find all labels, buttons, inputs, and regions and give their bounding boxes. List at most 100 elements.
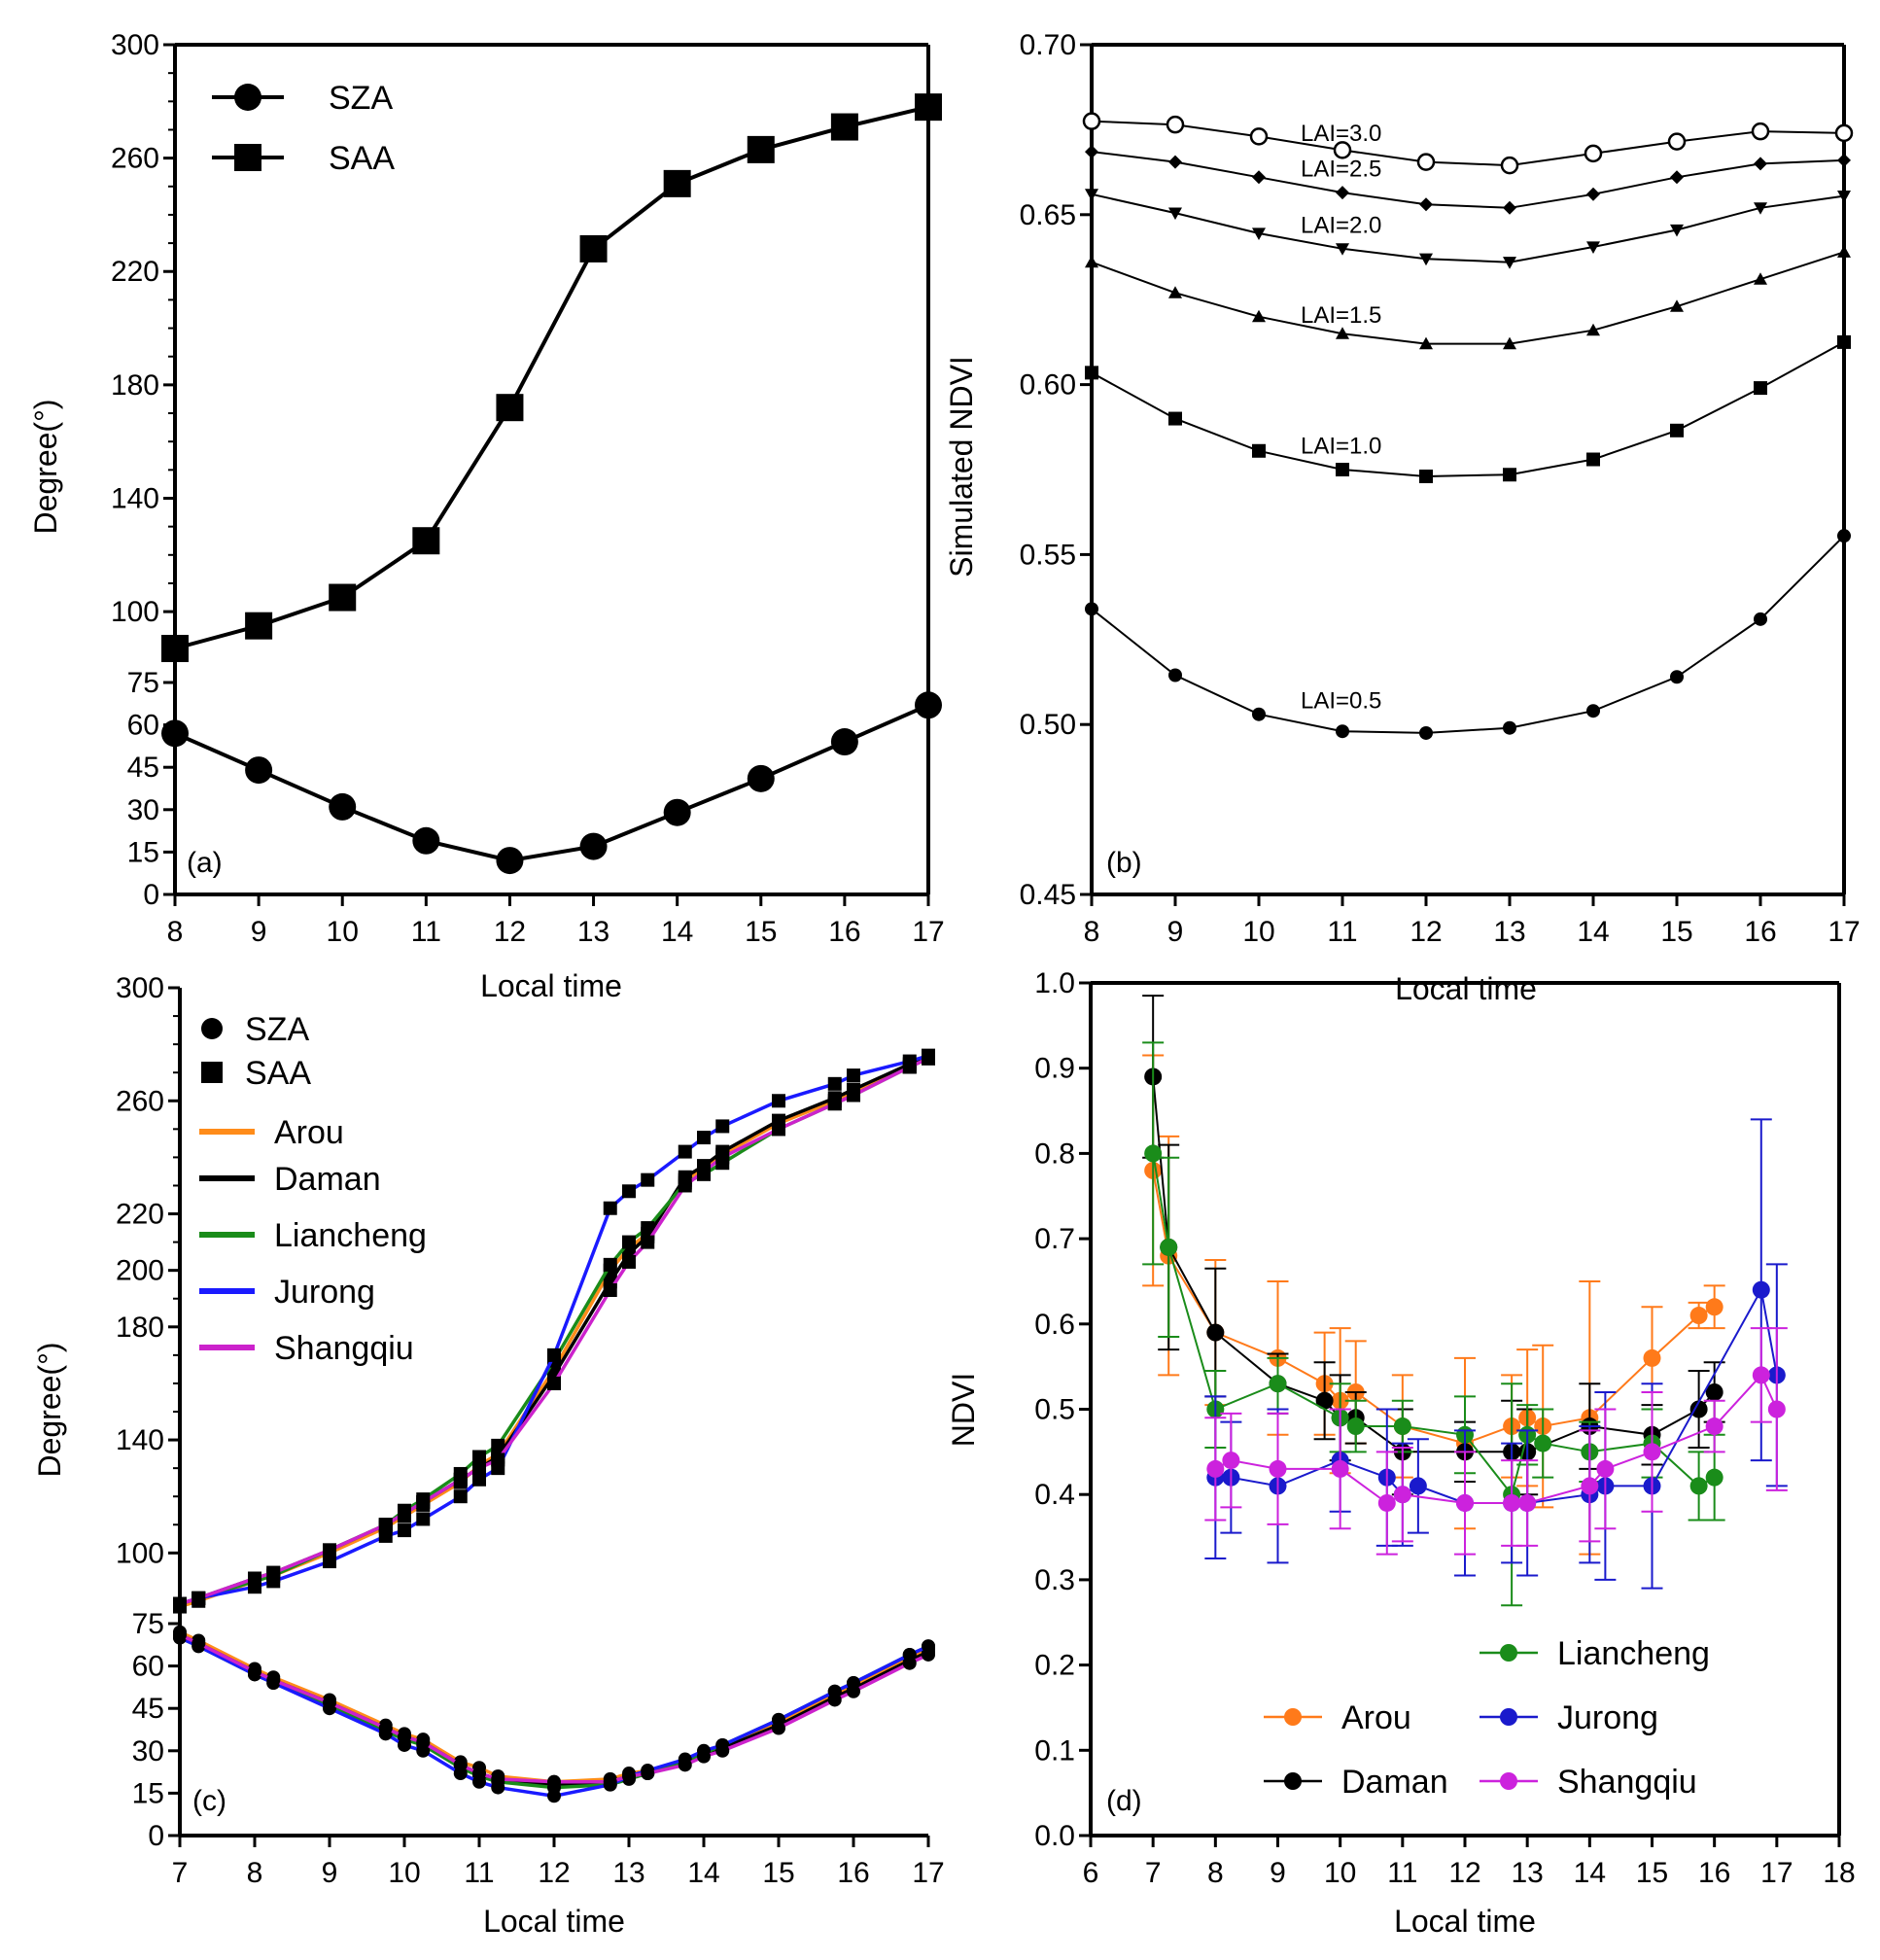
x-tick-label: 7 [1145,1857,1162,1889]
data-point [830,113,858,141]
data-point [1689,1307,1708,1325]
saa-point [641,1221,655,1236]
data-point [1085,189,1098,201]
saa-point [416,1495,431,1510]
x-tick-label: 14 [687,1857,719,1889]
saa-point [491,1438,505,1452]
data-point [1754,612,1767,626]
saa-point [827,1097,842,1111]
legend: SZA SAA [212,80,395,177]
y-tick-label: 220 [116,1199,164,1231]
legend-marker [1500,1708,1517,1726]
data-point [1168,207,1182,221]
saa-point [697,1164,711,1178]
y-tick-label: 1.0 [1034,967,1075,999]
data-point [663,169,691,197]
legend-label: Shangqiu [1557,1764,1697,1801]
data-point [1643,1443,1661,1461]
data-point [1333,141,1352,159]
saa-point [641,1172,655,1187]
x-tick-label: 17 [912,1857,944,1889]
y-tick-label: 0.0 [1034,1820,1075,1852]
y-tick-label: 0.4 [1034,1479,1075,1511]
data-point [1667,132,1687,151]
saa-point [678,1178,692,1193]
data-point [1409,1477,1427,1495]
y-tick-label: 0 [143,879,159,911]
data-point [1377,1493,1396,1512]
data-point [1751,122,1770,141]
data-point [1269,1459,1287,1478]
x-tick-label: 11 [464,1857,494,1889]
data-point [1503,720,1516,735]
data-point [1082,112,1101,130]
series-label: LAI=1.0 [1301,434,1381,460]
series-LAI=2.0: LAI=2.0 [1085,189,1851,269]
x-axis-title: Local time [1395,971,1537,1006]
x-tick-label: 11 [411,916,441,948]
legend-label: Jurong [274,1274,375,1311]
data-point [1643,1348,1661,1367]
series-line [1091,192,1845,263]
y-tick-label: 30 [127,794,159,826]
data-point [1670,299,1684,312]
x-tick-label: 12 [1410,916,1442,948]
data-point [1252,443,1266,458]
data-point [1581,1477,1599,1495]
saa-point [547,1348,561,1362]
legend-label: SAA [245,1055,311,1092]
data-point [1754,272,1767,285]
saa-point [248,1571,261,1586]
data-point [1503,468,1516,482]
series-line [1152,1170,1716,1445]
panel-label: (a) [187,847,223,879]
data-point [245,756,273,785]
data-point [1705,1468,1723,1487]
sza-point [472,1767,486,1781]
x-axis-title: Local time [480,968,622,1003]
saa-point [715,1150,730,1165]
y-tick-label: 75 [132,1608,164,1640]
data-point [1393,1486,1411,1504]
x-tick-label: 14 [661,916,693,948]
legend-marker [1500,1772,1517,1790]
series-line [1152,1153,1716,1497]
series-Liancheng [1142,1041,1725,1607]
sza-point [772,1721,785,1735]
x-tick-label: 8 [1084,916,1100,948]
saa-point [678,1144,692,1159]
x-tick-label: 8 [1207,1857,1224,1889]
x-tick-label: 15 [1636,1857,1668,1889]
panel-c: 0 15 30 45 60 75 100 140 180 200 220 260 300 7 8 9 10 11 1… [32,972,945,1939]
saa-point [697,1131,711,1145]
saa-point [472,1450,486,1464]
data-point [1837,191,1851,203]
series-LAI=0.5: LAI=0.5 [1085,529,1851,740]
legend-label: Daman [1341,1764,1448,1801]
y-tick-label: 0.1 [1034,1734,1075,1767]
x-tick-label: 14 [1574,1857,1606,1889]
data-point [1206,1459,1225,1478]
data-point [1586,323,1600,336]
data-point [1705,1298,1723,1316]
data-point [1752,1280,1770,1299]
data-point [1269,1375,1287,1393]
data-point [1670,170,1684,185]
data-point [1837,334,1851,349]
data-point [830,728,858,756]
x-tick-label: 15 [762,1857,794,1889]
x-tick-label: 7 [172,1857,189,1889]
data-point [1456,1493,1474,1512]
data-point [1503,336,1516,350]
data-point [1168,155,1182,169]
series-line [1091,535,1845,734]
data-point [1085,255,1098,268]
x-tick-label: 11 [1327,916,1357,948]
x-tick-label: 8 [247,1857,263,1889]
x-tick-label: 6 [1083,1857,1099,1889]
data-point [1336,463,1349,476]
saa-point [398,1506,411,1521]
panel-label: (b) [1106,847,1142,879]
data-point [1336,186,1349,200]
